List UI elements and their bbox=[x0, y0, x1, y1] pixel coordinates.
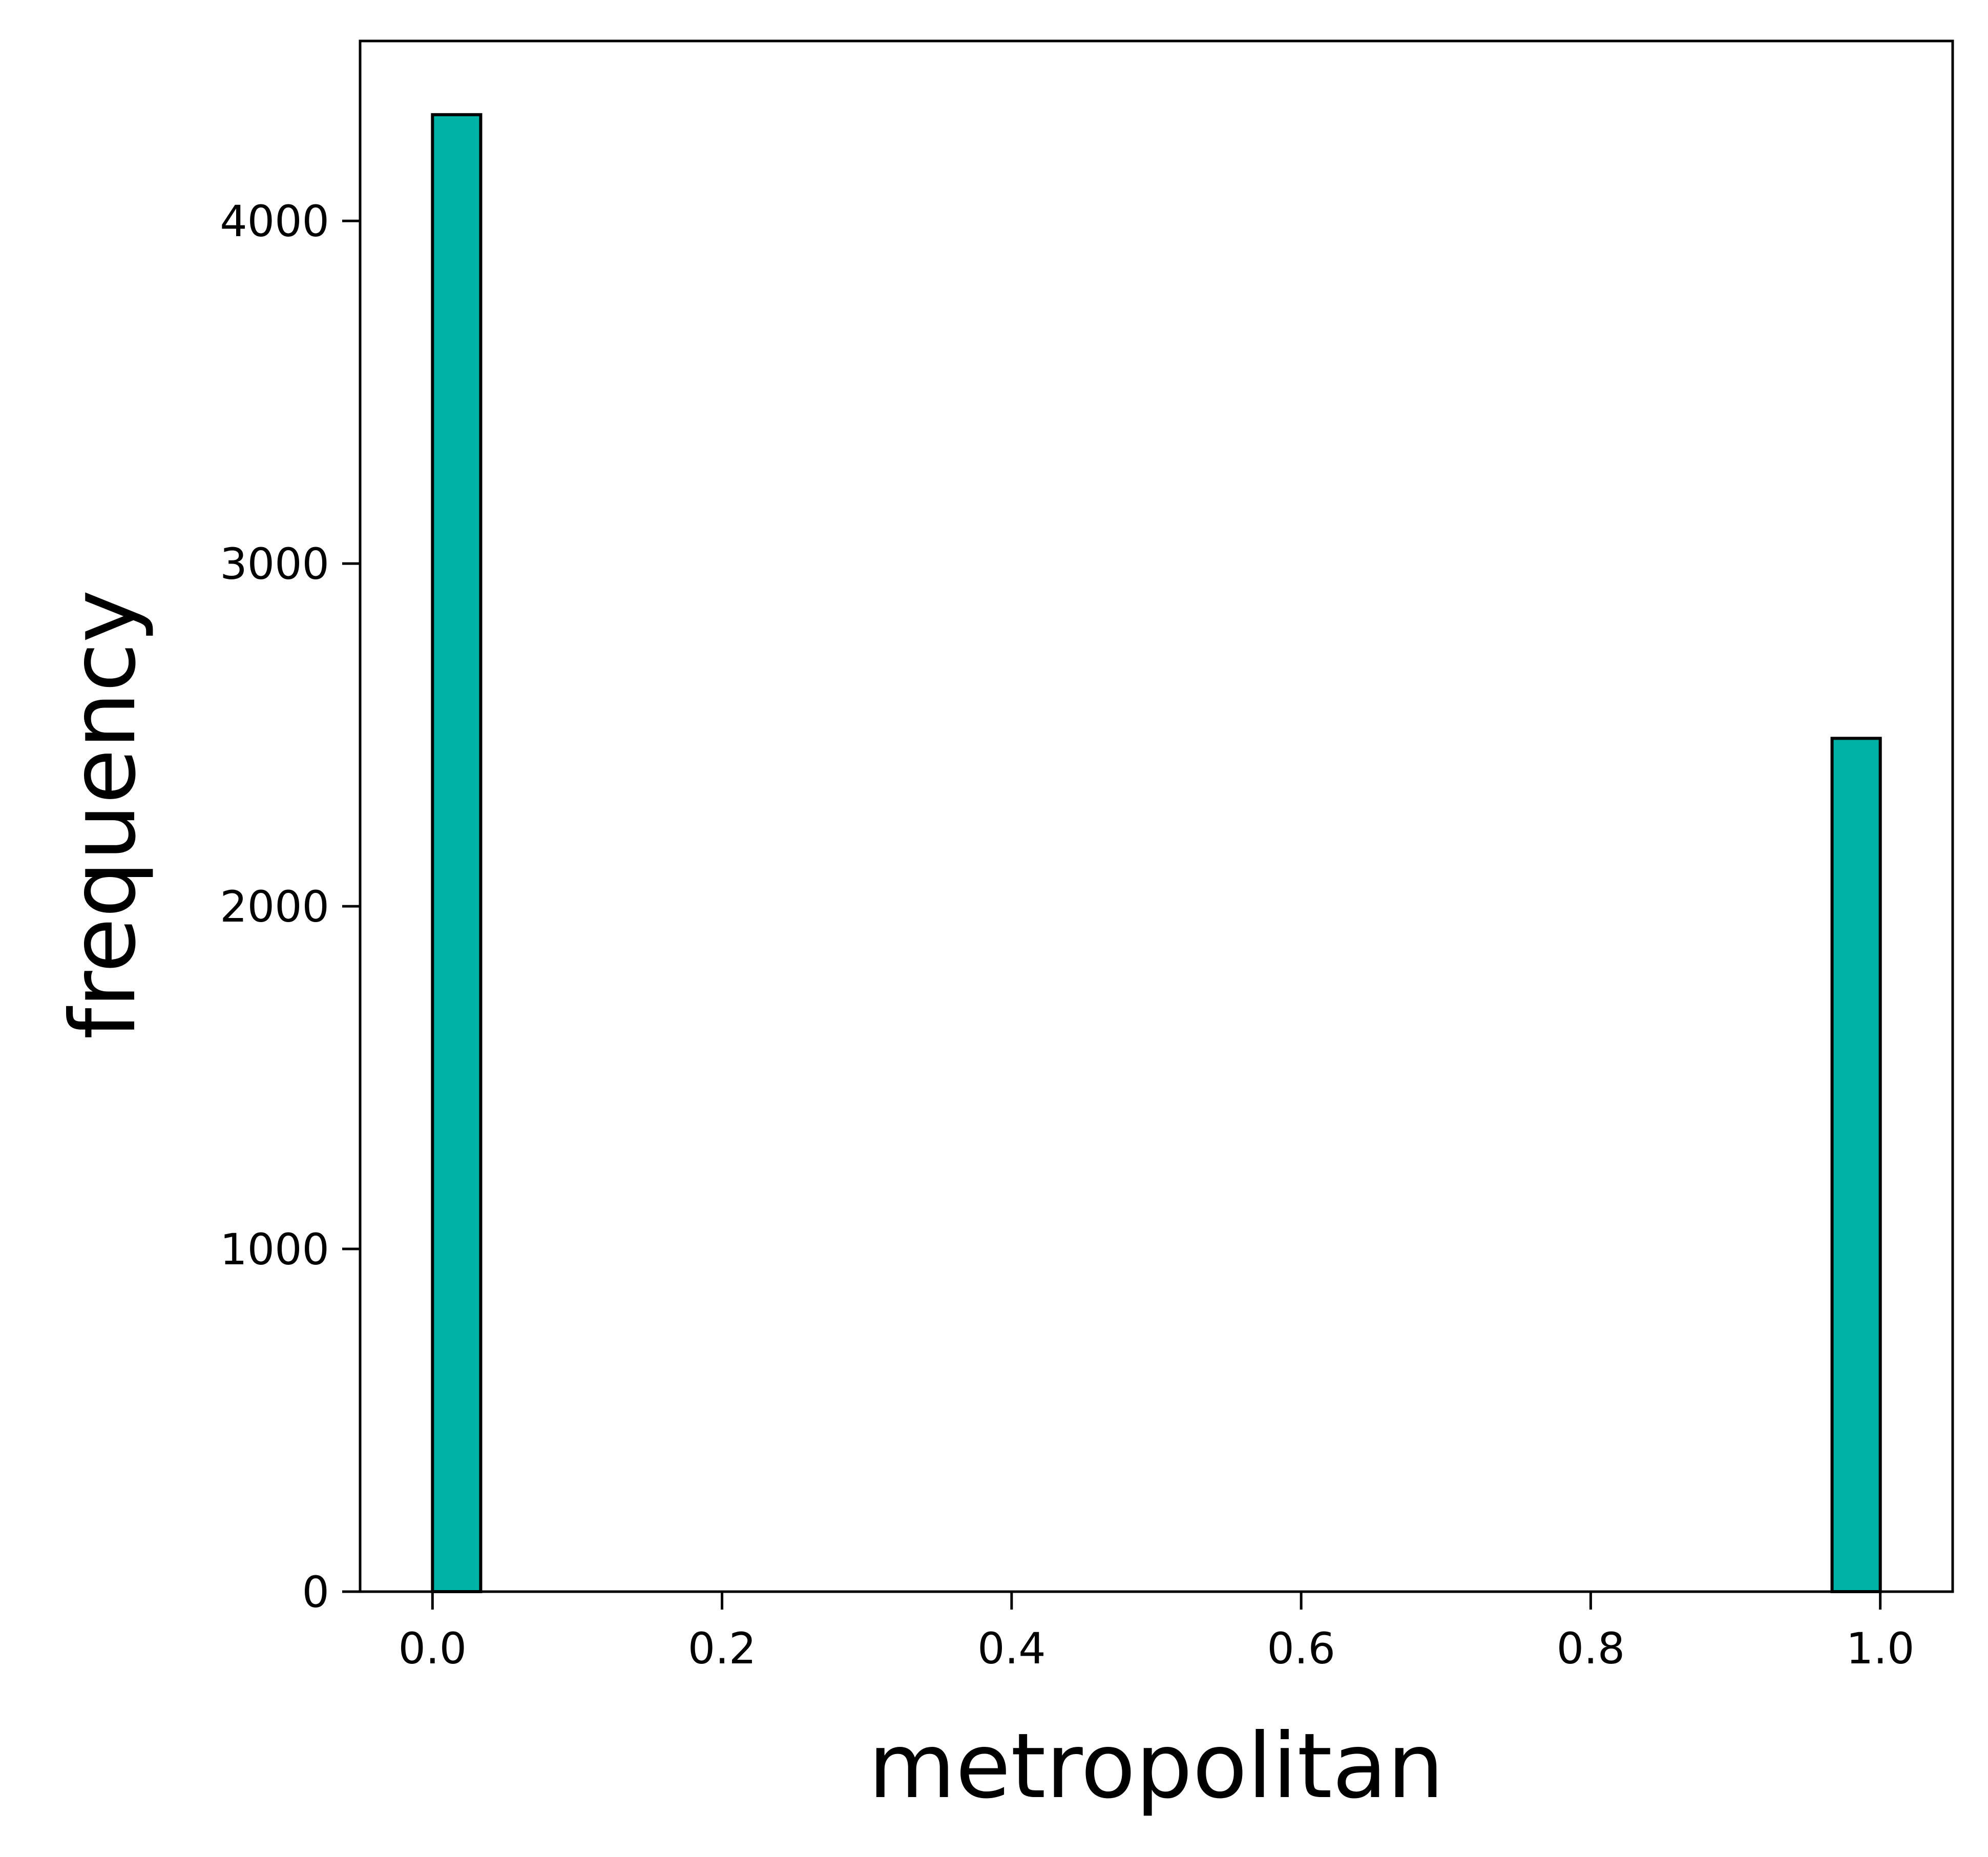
y-axis-label: frequency bbox=[52, 590, 156, 1039]
x-tick-label-4: 0.8 bbox=[1557, 1623, 1625, 1674]
histogram-bar-0 bbox=[431, 113, 483, 1594]
histogram-bar-1 bbox=[1830, 737, 1882, 1593]
x-tick-label-0: 0.0 bbox=[399, 1623, 467, 1674]
y-axis-ticks: 0 1000 2000 3000 4000 bbox=[220, 196, 360, 1617]
x-tick-label-2: 0.4 bbox=[977, 1623, 1046, 1674]
y-tick-label-0: 0 bbox=[302, 1567, 329, 1617]
x-tick-label-5: 1.0 bbox=[1846, 1623, 1915, 1674]
y-tick-label-1: 1000 bbox=[220, 1224, 329, 1275]
x-tick-label-3: 0.6 bbox=[1267, 1623, 1335, 1674]
bars-layer bbox=[431, 113, 1882, 1594]
y-tick-label-2: 2000 bbox=[220, 882, 329, 932]
y-tick-label-4: 4000 bbox=[220, 196, 329, 246]
x-tick-label-1: 0.2 bbox=[688, 1623, 757, 1674]
x-axis-label: metropolitan bbox=[868, 1715, 1444, 1819]
y-tick-label-3: 3000 bbox=[220, 539, 329, 589]
plot-frame bbox=[359, 39, 1954, 1593]
x-axis-ticks: 0.0 0.2 0.4 0.6 0.8 1.0 bbox=[399, 1592, 1915, 1674]
